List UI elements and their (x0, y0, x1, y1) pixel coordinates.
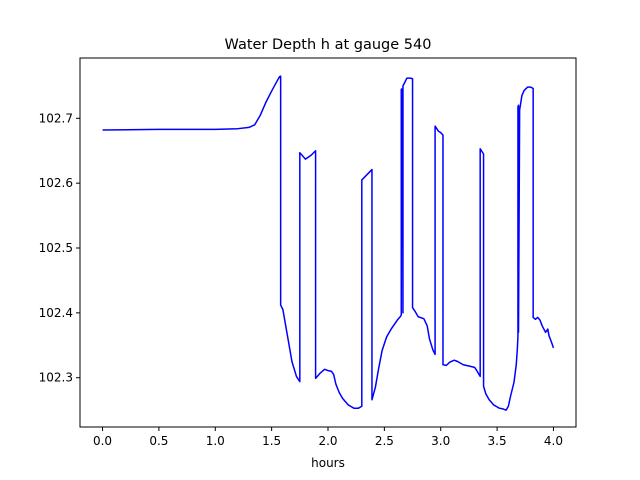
x-tick-label: 2.0 (318, 434, 337, 448)
y-tick-label: 102.6 (39, 176, 73, 190)
y-tick-label: 102.4 (39, 306, 73, 320)
x-axis: 0.0 0.5 1.0 1.5 2.0 2.5 3.0 3.5 4.0 (93, 427, 563, 448)
x-tick-label: 3.5 (488, 434, 507, 448)
x-tick-label: 0.5 (149, 434, 168, 448)
y-axis: 102.3 102.4 102.5 102.6 102.7 (39, 111, 80, 385)
x-tick-label: 4.0 (544, 434, 563, 448)
x-axis-label: hours (311, 456, 345, 470)
chart-title: Water Depth h at gauge 540 (225, 37, 432, 53)
x-tick-label: 2.5 (375, 434, 394, 448)
series-line (102, 75, 555, 411)
series-group (102, 75, 555, 411)
y-tick-label: 102.5 (39, 241, 73, 255)
y-tick-label: 102.7 (39, 111, 73, 125)
x-tick-label: 0.0 (93, 434, 112, 448)
x-tick-label: 3.0 (431, 434, 450, 448)
x-tick-label: 1.5 (262, 434, 281, 448)
y-tick-label: 102.3 (39, 371, 73, 385)
x-tick-label: 1.0 (206, 434, 225, 448)
